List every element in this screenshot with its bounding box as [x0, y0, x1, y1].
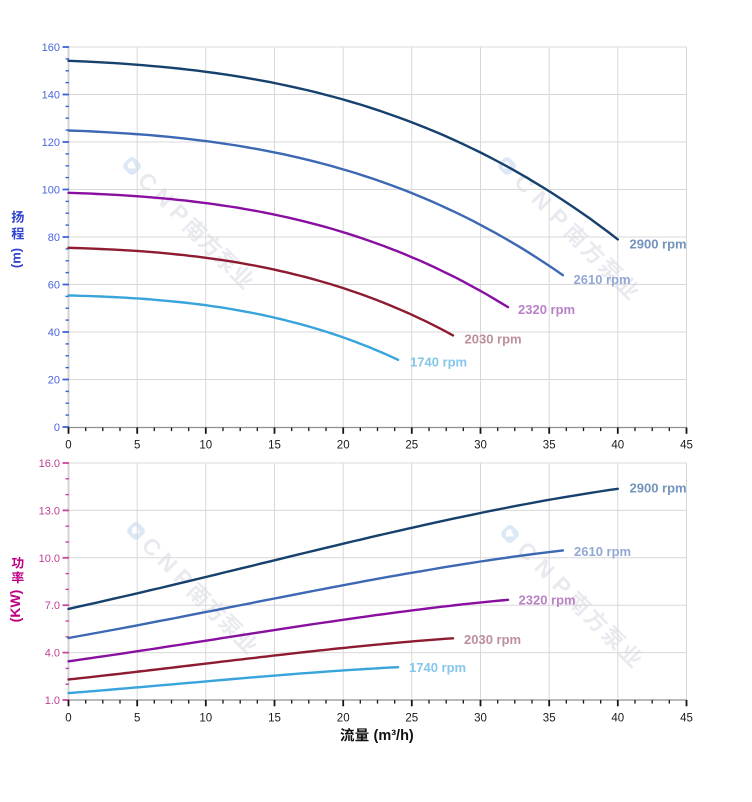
- svg-text:45: 45: [680, 713, 693, 725]
- svg-text:40: 40: [611, 440, 624, 452]
- svg-text:140: 140: [42, 90, 60, 102]
- svg-text:20: 20: [337, 713, 350, 725]
- svg-text:0: 0: [65, 713, 71, 725]
- svg-text:30: 30: [474, 713, 487, 725]
- svg-text:25: 25: [405, 440, 418, 452]
- svg-text:35: 35: [543, 440, 556, 452]
- svg-text:25: 25: [405, 713, 418, 725]
- svg-text:(KW): (KW): [7, 590, 23, 623]
- svg-text:15: 15: [268, 440, 281, 452]
- svg-text:40: 40: [48, 327, 60, 339]
- svg-text:2030 rpm: 2030 rpm: [465, 332, 522, 347]
- svg-text:60: 60: [48, 280, 60, 292]
- svg-text:80: 80: [48, 232, 60, 244]
- svg-text:2610 rpm: 2610 rpm: [574, 272, 631, 287]
- svg-text:1740 rpm: 1740 rpm: [409, 660, 466, 675]
- svg-text:13.0: 13.0: [39, 505, 60, 517]
- svg-text:30: 30: [474, 440, 487, 452]
- svg-text:100: 100: [42, 185, 60, 197]
- svg-text:5: 5: [134, 713, 140, 725]
- svg-text:15: 15: [268, 713, 281, 725]
- svg-text:2320 rpm: 2320 rpm: [519, 593, 576, 608]
- svg-text:40: 40: [611, 713, 624, 725]
- svg-text:2030 rpm: 2030 rpm: [464, 632, 521, 647]
- svg-text:1.0: 1.0: [45, 695, 60, 707]
- svg-text:7.0: 7.0: [45, 600, 60, 612]
- svg-text:2900 rpm: 2900 rpm: [630, 237, 687, 252]
- svg-text:10: 10: [199, 440, 212, 452]
- svg-text:1740 rpm: 1740 rpm: [410, 355, 467, 370]
- svg-text:(m): (m): [8, 248, 23, 268]
- svg-text:4.0: 4.0: [45, 648, 60, 660]
- svg-text:35: 35: [543, 713, 556, 725]
- svg-text:(m³/h): (m³/h): [374, 728, 414, 744]
- svg-text:10: 10: [199, 713, 212, 725]
- svg-text:2900 rpm: 2900 rpm: [630, 481, 687, 496]
- svg-text:20: 20: [48, 375, 60, 387]
- svg-text:0: 0: [54, 422, 60, 434]
- svg-text:2610 rpm: 2610 rpm: [574, 544, 631, 559]
- svg-text:16.0: 16.0: [39, 458, 60, 470]
- svg-text:160: 160: [42, 42, 60, 54]
- svg-text:45: 45: [680, 440, 693, 452]
- svg-text:5: 5: [134, 440, 140, 452]
- svg-text:2320 rpm: 2320 rpm: [518, 302, 575, 317]
- svg-text:0: 0: [65, 440, 71, 452]
- svg-text:20: 20: [337, 440, 350, 452]
- svg-text:10.0: 10.0: [39, 553, 60, 565]
- svg-text:120: 120: [42, 137, 60, 149]
